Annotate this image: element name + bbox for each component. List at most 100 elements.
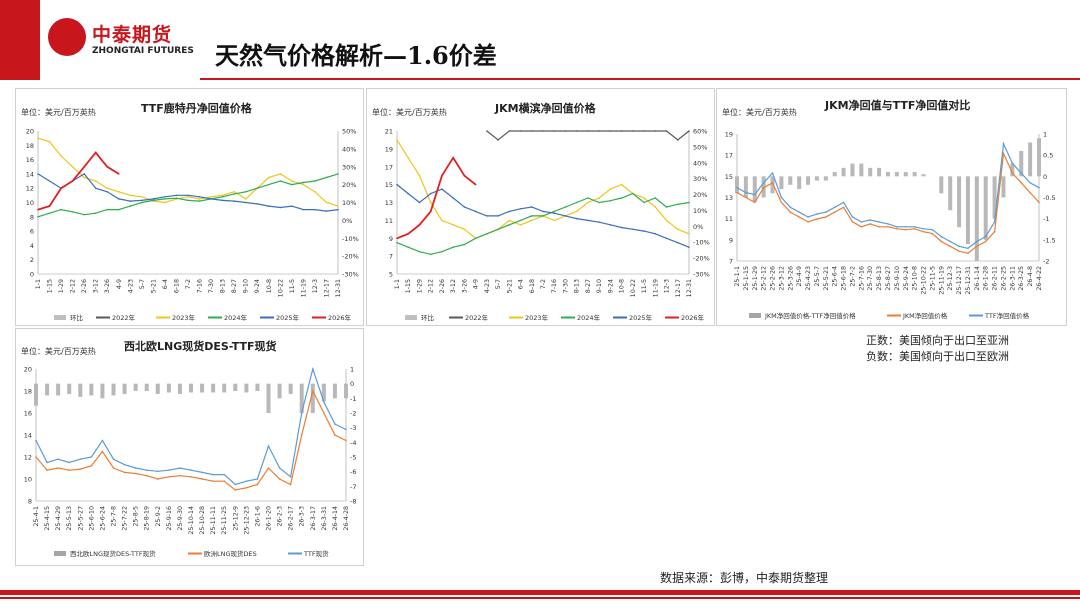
series-line [35, 389, 347, 491]
data-point [94, 151, 97, 154]
x-tick-label: 3-26 [461, 279, 468, 293]
data-point [632, 228, 634, 231]
bar-mark [886, 172, 890, 177]
y-tick-label-left: 7 [389, 253, 393, 261]
data-point [688, 232, 690, 235]
logo: 中泰期货 ZHONGTAI FUTURES [48, 18, 198, 68]
chart-panel-jkm: 单位：美元/百万英热 JKM横滨净回值价格 5 7 9 11 13 15 17 19 21 -30… [366, 88, 715, 326]
data-point [334, 423, 336, 425]
data-point [325, 201, 328, 204]
y-tick-label-right: -20% [693, 255, 710, 263]
data-point [198, 195, 201, 198]
x-tick-label: 26-3-17 [310, 506, 317, 531]
x-tick-label: 25-5-21 [823, 266, 830, 291]
y-tick-label-right: -7 [350, 483, 356, 491]
bar-mark [868, 167, 873, 177]
x-tick-label: 25-11-11 [210, 506, 217, 535]
legend-label: 西北欧LNG现货DES-TTF现货 [70, 549, 156, 558]
x-tick-label: 6-4 [162, 279, 169, 289]
data-point [519, 224, 522, 226]
bar-mark [983, 176, 988, 240]
y-tick-label-right: 40% [342, 145, 356, 153]
data-point [486, 130, 488, 132]
x-tick-label: 3-12 [450, 279, 457, 293]
x-tick-label: 26-1-28 [983, 266, 990, 291]
data-point [807, 221, 809, 223]
data-point [83, 165, 85, 168]
data-point [117, 173, 120, 175]
data-point [396, 237, 398, 240]
data-point [587, 197, 589, 199]
data-point [643, 230, 645, 232]
bar-mark [56, 383, 61, 396]
data-point [179, 467, 181, 469]
x-tick-label: 2-12 [70, 279, 77, 293]
data-point [519, 130, 522, 132]
x-tick-label: 7-30 [562, 279, 569, 293]
data-point [1002, 152, 1005, 155]
x-tick-label: 5-7 [495, 279, 502, 289]
data-point [279, 206, 282, 209]
data-point [851, 216, 854, 218]
data-point [798, 211, 800, 213]
note-negative: 负数：美国倾向于出口至欧洲 [866, 350, 1009, 363]
y-tick-label-left: 13 [385, 199, 393, 207]
series-line [37, 151, 120, 211]
x-tick-label: 25-2-26 [770, 266, 777, 291]
chart-unit: 单位：美元/百万英热 [372, 108, 447, 117]
y-tick-label-left: 0 [30, 271, 34, 279]
x-tick-label: 8-27 [231, 279, 238, 293]
legend-label: 2023年 [172, 313, 196, 322]
data-point [325, 210, 328, 212]
data-point [519, 207, 522, 210]
data-point [83, 173, 85, 175]
bar-mark [823, 176, 828, 181]
x-tick-label: 25-4-23 [805, 266, 812, 291]
data-point [745, 196, 747, 199]
data-point [887, 223, 889, 225]
data-point [753, 193, 756, 196]
data-point [101, 450, 104, 453]
x-tick-label: 25-12-3 [947, 266, 954, 291]
chart-panel-ttf: 单位：美元/百万英热 TTF鹿特丹净回值价格 0 2 4 6 8 10 12 14 16 18 20… [15, 88, 364, 326]
y-tick-label-left: 14 [26, 170, 34, 178]
data-point [35, 439, 37, 442]
data-point [575, 210, 578, 213]
data-point [609, 224, 612, 226]
data-point [587, 219, 589, 222]
data-point [145, 474, 148, 477]
legend-label: 欧洲LNG现货DES [204, 549, 257, 558]
x-tick-label: 5-7 [139, 279, 146, 289]
x-tick-label: 26-2-11 [992, 266, 999, 291]
x-tick-label: 4-9 [473, 279, 480, 289]
data-point [780, 196, 783, 199]
x-tick-label: 12-17 [323, 279, 330, 297]
x-tick-label: 26-4-22 [1036, 266, 1043, 291]
x-tick-label: 26-2-17 [288, 506, 295, 531]
data-point [575, 130, 578, 132]
legend-swatch [54, 551, 66, 556]
y-tick-label-right: -2 [350, 410, 356, 418]
data-point [117, 198, 120, 200]
x-tick-label: 7-16 [197, 279, 204, 293]
bar-mark [850, 163, 855, 177]
data-point [156, 478, 159, 480]
x-tick-label: 2-26 [81, 279, 88, 293]
data-point [688, 246, 690, 248]
data-point [878, 226, 880, 228]
data-point [474, 183, 477, 186]
data-point [441, 188, 443, 190]
bar-mark [841, 167, 846, 177]
data-point [665, 206, 668, 208]
legend-swatch [405, 315, 417, 320]
data-point [71, 165, 74, 168]
legend-label: 2023年 [525, 313, 549, 322]
header-red-bar [0, 0, 40, 80]
data-point [940, 235, 943, 238]
data-point [407, 246, 410, 248]
data-point [68, 469, 71, 471]
data-point [198, 200, 201, 202]
bar-mark [133, 383, 138, 391]
x-tick-label: 25-7-30 [867, 266, 874, 291]
data-point [688, 201, 690, 204]
